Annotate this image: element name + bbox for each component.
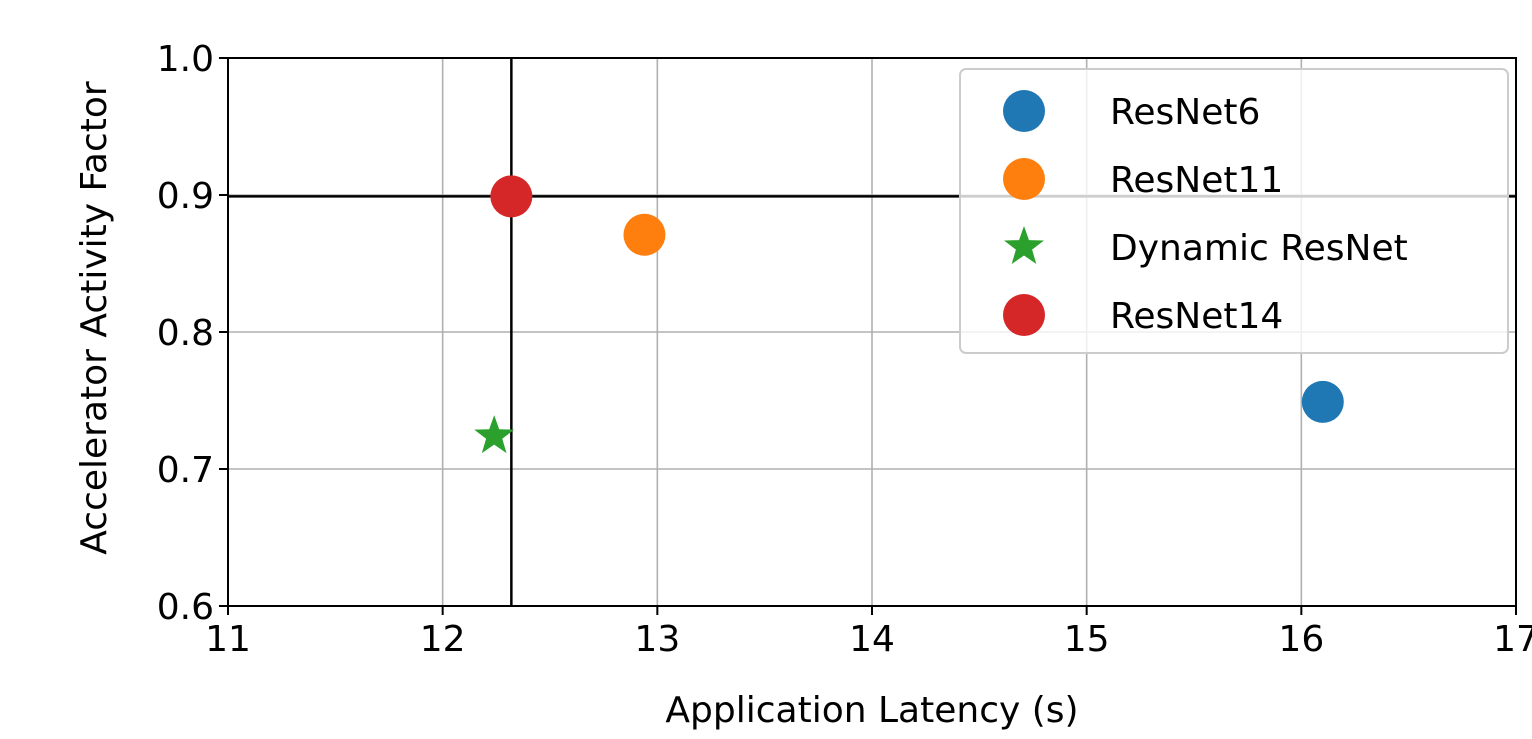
y-axis-ticks: 0.6 0.7 0.8 0.9 1.0 [157,39,228,628]
legend-marker [1003,294,1045,336]
x-tick-label: 17 [1493,619,1532,660]
legend-items: ResNet6 ResNet11 Dynamic ResNet ResNet14 [1003,90,1408,337]
data-point [623,213,666,256]
legend-label: ResNet14 [1110,296,1283,337]
legend-label: ResNet6 [1110,92,1260,133]
x-tick-label: 14 [849,619,895,660]
data-point [490,175,533,218]
x-tick-label: 16 [1278,619,1324,660]
legend-label: ResNet11 [1110,160,1283,201]
legend-label: Dynamic ResNet [1110,228,1408,269]
y-tick-label: 0.9 [157,176,214,217]
y-tick-label: 0.6 [157,587,214,628]
legend-marker [1003,158,1045,200]
legend-marker [1004,226,1044,264]
x-tick-label: 12 [420,619,466,660]
x-axis-ticks: 11 12 13 14 15 16 17 [205,606,1532,660]
legend: ResNet6 ResNet11 Dynamic ResNet ResNet14 [959,68,1509,354]
x-tick-label: 15 [1064,619,1110,660]
legend-marker [1003,90,1045,132]
x-tick-label: 11 [205,619,251,660]
y-tick-label: 0.8 [157,313,214,354]
data-point [1301,380,1344,423]
legend-box [959,68,1509,354]
y-axis-label: Accelerator Activity Factor [74,81,115,555]
y-tick-label: 1.0 [157,39,214,80]
y-tick-label: 0.7 [157,450,214,491]
x-axis-label: Application Latency (s) [665,690,1078,731]
x-tick-label: 13 [634,619,680,660]
data-points [474,175,1344,454]
data-point [474,415,515,454]
